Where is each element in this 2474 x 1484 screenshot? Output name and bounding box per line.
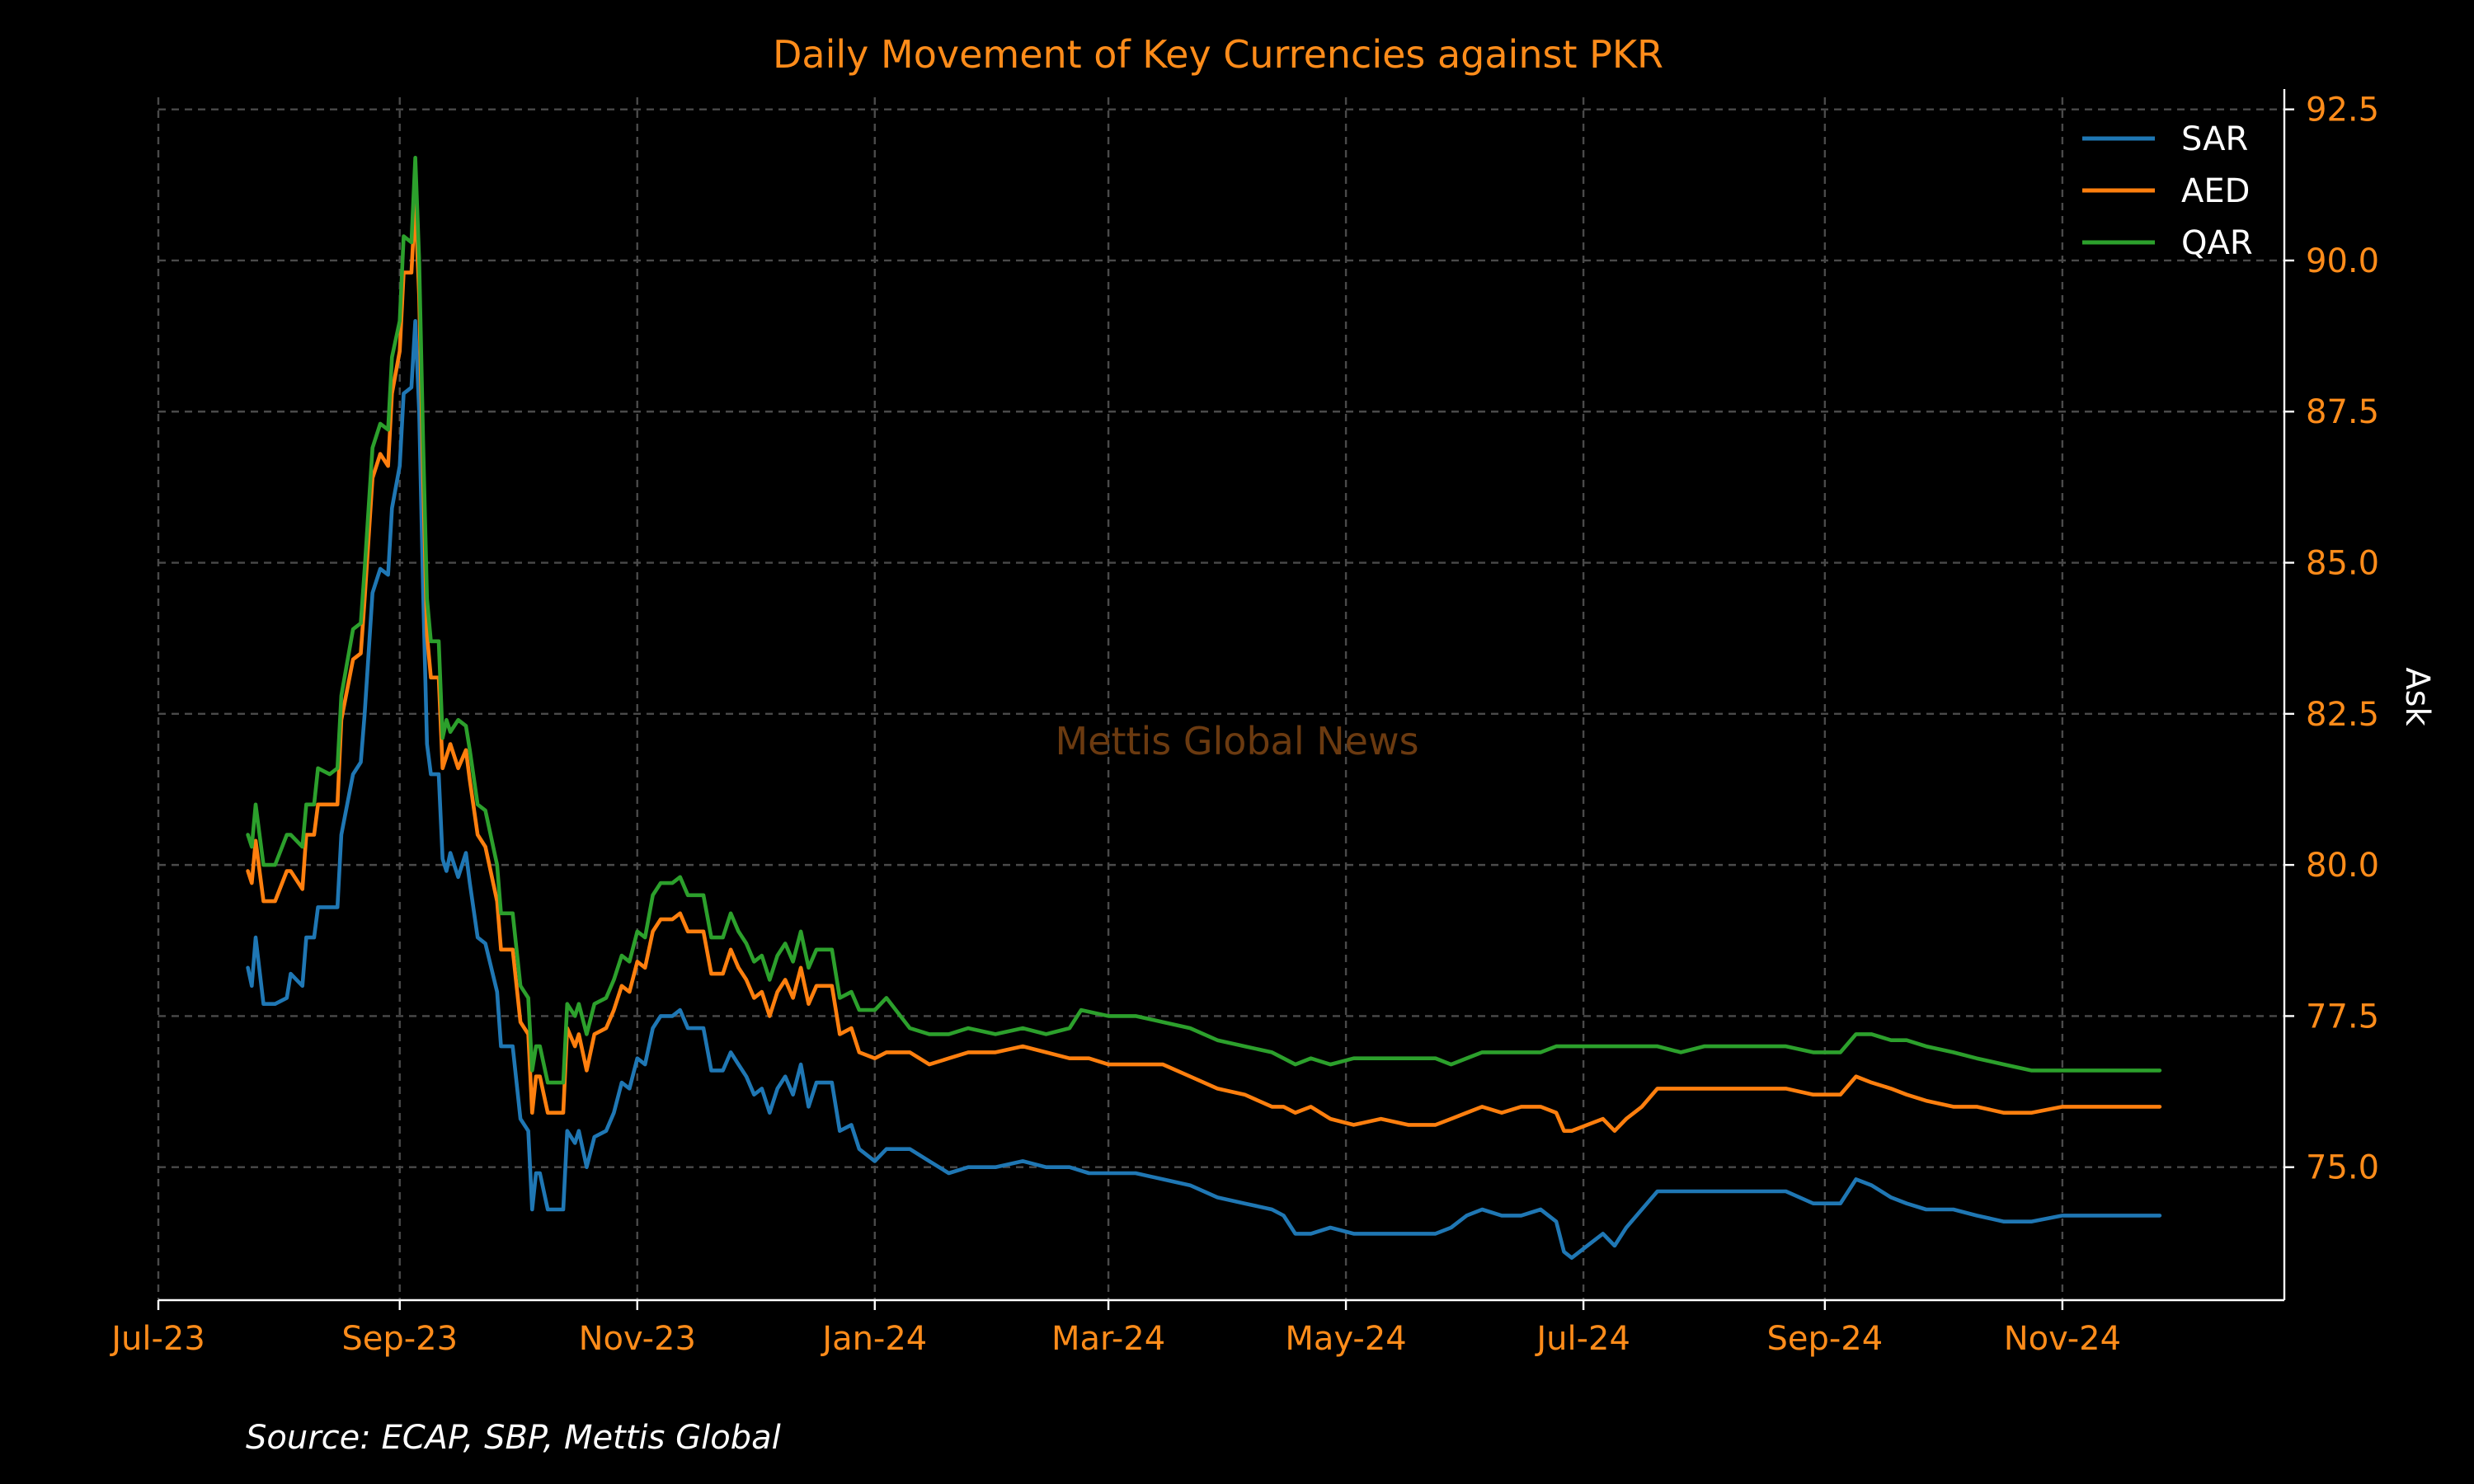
grid xyxy=(157,97,2284,1300)
y-tick-label: 85.0 xyxy=(2306,545,2379,583)
y-tick-label: 82.5 xyxy=(2306,696,2379,734)
y-axis-label: Ask xyxy=(2398,667,2436,726)
legend-label-qar: QAR xyxy=(2181,224,2253,262)
legend-label-aed: AED xyxy=(2181,172,2250,210)
series-lines xyxy=(246,156,2162,1260)
watermark: Mettis Global News xyxy=(1055,719,1418,763)
series-line-sar xyxy=(246,319,2162,1260)
x-tick-label: Mar-24 xyxy=(1051,1320,1165,1358)
x-tick-label: Nov-24 xyxy=(2004,1320,2121,1358)
y-tick-label: 75.0 xyxy=(2306,1149,2379,1187)
axes: Jul-23 Sep-23 Nov-23 Jan-24 Mar-24 May-24 Jul-… xyxy=(109,89,2379,1358)
y-tick-label: 90.0 xyxy=(2306,242,2379,280)
x-tick-label: Jul-23 xyxy=(109,1320,205,1358)
legend-label-sar: SAR xyxy=(2181,120,2248,158)
x-tick-label: May-24 xyxy=(1285,1320,1406,1358)
y-tick-label: 77.5 xyxy=(2306,998,2379,1036)
x-tick-label: Jan-24 xyxy=(820,1320,927,1358)
x-tick-label: Nov-23 xyxy=(579,1320,696,1358)
source-note: Source: ECAP, SBP, Mettis Global xyxy=(246,1419,781,1457)
y-tick-label: 87.5 xyxy=(2306,393,2379,431)
x-tick-label: Sep-23 xyxy=(341,1320,458,1358)
legend: SAR AED QAR xyxy=(2082,120,2253,262)
y-tick-label: 80.0 xyxy=(2306,847,2379,885)
y-tick-label: 92.5 xyxy=(2306,92,2379,129)
chart-title: Daily Movement of Key Currencies against… xyxy=(773,32,1663,77)
x-tick-label: Jul-24 xyxy=(1534,1320,1630,1358)
x-tick-label: Sep-24 xyxy=(1766,1320,1883,1358)
series-line-qar xyxy=(246,156,2162,1085)
